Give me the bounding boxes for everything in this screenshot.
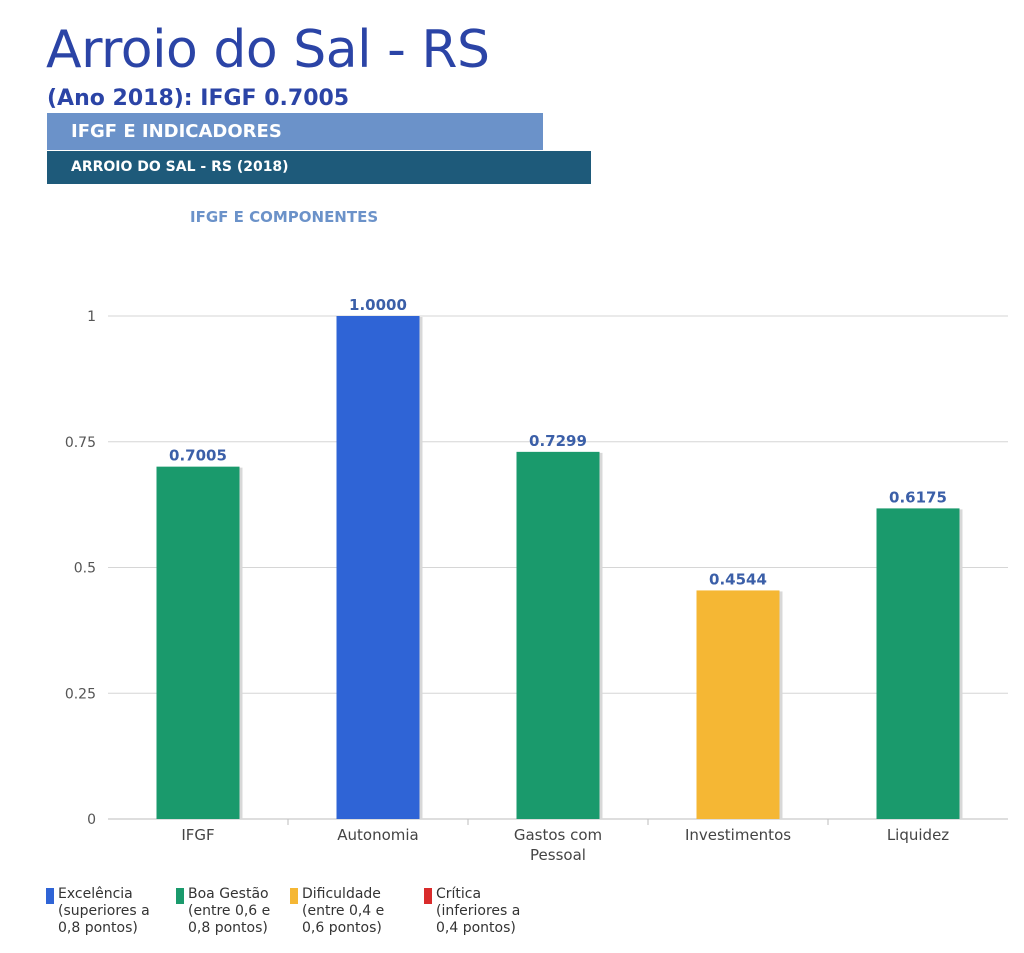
bar-value-label: 0.7299 — [529, 432, 587, 450]
bar-chart: 0 0.25 0.5 0.75 1 0.7005 IFGF 1.0000 Autonomia 0.… — [65, 296, 1008, 864]
page-subtitle: (Ano 2018): IFGF 0.7005 — [47, 86, 350, 111]
x-tick-label: Investimentos — [685, 826, 791, 844]
legend-swatch-excelencia — [46, 888, 54, 904]
legend-label-critica: Crítica (inferiores a 0,4 pontos) — [436, 886, 521, 936]
x-tick-label-line: Investimentos — [685, 826, 791, 844]
bar-value-label: 0.4544 — [709, 570, 767, 588]
y-tick-label: 0.5 — [74, 561, 96, 577]
page-title: Arroio do Sal - RS — [46, 20, 490, 80]
x-tick-label: Gastos com Pessoal — [514, 826, 602, 864]
bar-value-label: 0.7005 — [169, 447, 227, 465]
x-tick-label-line: Pessoal — [530, 846, 586, 864]
section-banner-indicators: IFGF E INDICADORES — [47, 113, 543, 150]
x-tick-label-line: Liquidez — [887, 826, 949, 844]
section-banner-municipality: ARROIO DO SAL - RS (2018) — [47, 151, 591, 184]
legend-swatch-boa-gestao — [176, 888, 184, 904]
y-tick-label: 0.75 — [65, 435, 96, 451]
x-tick-label: IFGF — [181, 826, 214, 844]
y-tick-label: 0.25 — [65, 686, 96, 702]
bar — [336, 316, 420, 819]
legend-label-boa-gestao: Boa Gestão (entre 0,6 e 0,8 pontos) — [188, 886, 271, 936]
x-tick-label-line: Gastos com — [514, 826, 602, 844]
x-tick-label: Liquidez — [887, 826, 949, 844]
chart-title: IFGF E COMPONENTES — [190, 208, 379, 226]
x-tick-label-line: IFGF — [181, 826, 214, 844]
bar-value-label: 1.0000 — [349, 296, 407, 314]
x-tick-label: Autonomia — [337, 826, 418, 844]
legend-swatch-critica — [424, 888, 432, 904]
bar — [516, 451, 600, 819]
legend-label-excelencia: Excelência (superiores a 0,8 pontos) — [58, 886, 150, 936]
bar — [876, 508, 960, 819]
bar-value-label: 0.6175 — [889, 488, 947, 506]
y-tick-label: 1 — [87, 309, 96, 325]
bar — [696, 590, 780, 819]
bar — [156, 466, 240, 819]
x-tick-label-line: Autonomia — [337, 826, 418, 844]
legend-swatch-dificuldade — [290, 888, 298, 904]
legend-label-dificuldade: Dificuldade (entre 0,4 e 0,6 pontos) — [302, 886, 385, 936]
y-tick-label: 0 — [87, 812, 96, 828]
